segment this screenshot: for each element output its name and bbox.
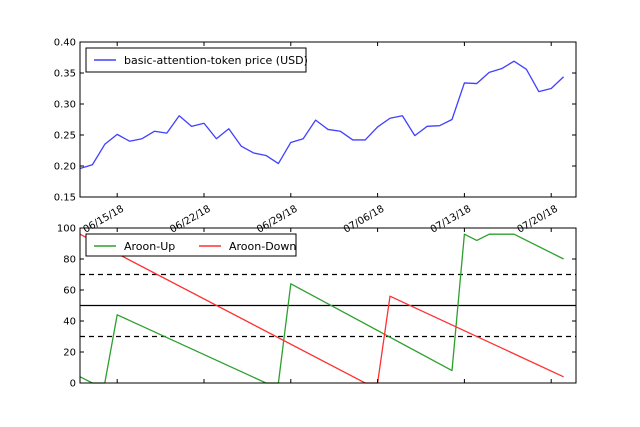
y-tick-label: 0.40 — [54, 38, 76, 49]
legend-label: Aroon-Down — [229, 240, 296, 253]
legend-box — [85, 47, 307, 73]
y-tick-label: 20 — [63, 348, 76, 359]
y-tick-label: 0.20 — [54, 162, 76, 173]
y-tick-label: 0 — [70, 379, 76, 390]
y-tick-label: 0.30 — [54, 100, 76, 111]
y-tick-label: 60 — [63, 286, 76, 297]
legend-label: basic-attention-token price (USD) — [124, 54, 308, 67]
y-tick-label: 0.35 — [54, 69, 76, 80]
price-chart-frame — [79, 41, 577, 198]
aroon-chart-frame — [79, 227, 577, 384]
y-tick-label: 100 — [57, 224, 76, 235]
y-tick-label: 0.15 — [54, 193, 76, 204]
y-tick-label: 80 — [63, 255, 76, 266]
series-line-basic-attention-token-price-usd — [79, 60, 565, 170]
aroon-legend: Aroon-Up Aroon-Down — [85, 233, 297, 257]
legend-label: Aroon-Up — [124, 240, 175, 253]
price-legend: basic-attention-token price (USD) — [85, 47, 308, 73]
legend-box — [85, 233, 297, 257]
y-tick-label: 40 — [63, 317, 76, 328]
y-tick-label: 0.25 — [54, 131, 76, 142]
aroon-chart-panel: 0 20 40 60 80 100 Aroon-Up Aroon-Down — [57, 224, 577, 390]
